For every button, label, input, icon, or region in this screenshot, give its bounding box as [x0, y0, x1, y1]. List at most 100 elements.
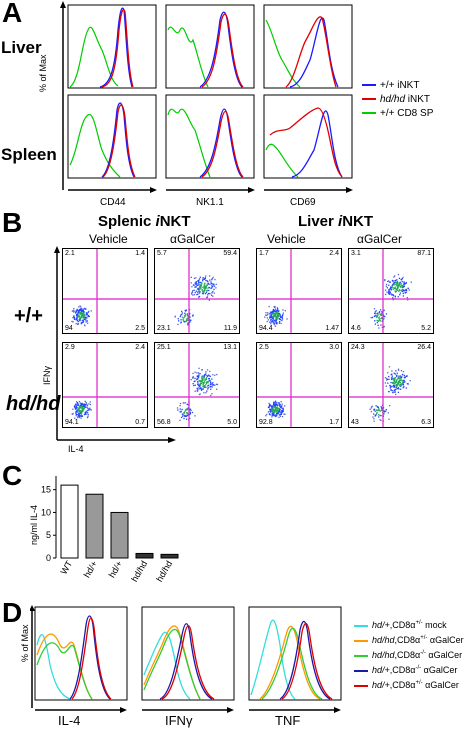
legend-item: hd/+,CD8α-/- αGalCer [354, 665, 457, 675]
hist-liver-cd44 [67, 4, 157, 89]
panel-b-xaxis [57, 437, 176, 443]
quadrant-value: 87.1 [417, 250, 431, 257]
axis-label-tnf: TNF [275, 713, 301, 728]
bar [60, 484, 79, 559]
hist-spleen-cd69 [263, 94, 353, 179]
hist-liver-cd69 [263, 4, 353, 89]
legend-genotype: hd/+ [372, 665, 390, 675]
hist-spleen-cd44 [67, 94, 157, 179]
facs-plot: 24.3 26.4 43 6.3 [348, 342, 434, 428]
facs-dots [257, 249, 341, 333]
facs-plot: 2.9 2.4 94.1 0.7 [62, 342, 148, 428]
legend-text: ,CD8α [389, 665, 416, 675]
legend-swatch-green [362, 112, 376, 115]
hist-ifng [141, 606, 235, 701]
condition-label: Vehicle [89, 232, 128, 246]
quadrant-value: 2.4 [135, 344, 145, 351]
panel-d-ylabel: % of Max [20, 624, 30, 662]
legend-swatch [354, 639, 368, 642]
legend-superscript: -/- [415, 665, 422, 671]
facs-plot: 1.7 2.4 94.4 1.47 [256, 248, 342, 334]
quadrant-value: 1.4 [135, 250, 145, 257]
panel-c-letter: C [2, 460, 23, 491]
legend-swatch [354, 669, 368, 672]
title-part: Liver [298, 213, 339, 230]
panel-d-letter: D [2, 597, 23, 628]
quadrant-value: 5.0 [227, 419, 237, 426]
legend-item: hd/+,CD8α+/- αGalCer [354, 680, 459, 690]
quadrant-value: 92.8 [259, 419, 273, 426]
panel-b-xlabel: IL-4 [68, 444, 84, 454]
panel-b-axes [54, 246, 60, 440]
legend-text: αGalCer [422, 680, 459, 690]
legend-text: mock [422, 620, 447, 630]
hist-tnf [248, 606, 342, 701]
quadrant-value: 2.5 [135, 325, 145, 332]
quadrant-value: 59.4 [223, 250, 237, 257]
x-tick-label: hd/hd [129, 559, 149, 584]
title-part: i [155, 213, 160, 230]
axis-label-nk11: NK1.1 [196, 197, 224, 208]
legend-superscript: +/- [415, 680, 423, 686]
quadrant-value: 26.4 [417, 344, 431, 351]
quadrant-value: 2.1 [65, 250, 75, 257]
quadrant-value: 13.1 [223, 344, 237, 351]
legend-superscript: -/- [420, 650, 426, 656]
axis-label-cd44: CD44 [100, 197, 126, 208]
quadrant-value: 5.7 [157, 250, 167, 257]
y-tick-label: 15 [41, 485, 51, 495]
legend-genotype: hd/hd [372, 650, 395, 660]
legend-text: αGalCer [427, 635, 464, 645]
bar [135, 552, 154, 559]
legend-text: ,CD8α [389, 620, 416, 630]
quadrant-value: 94.4 [259, 325, 273, 332]
panel-b-letter: B [2, 207, 23, 238]
legend-swatch [354, 684, 368, 687]
genotype-label-wt: +/+ [14, 305, 43, 327]
legend-item: hd/hd iNKT [362, 94, 430, 105]
row-label-spleen: Spleen [1, 145, 57, 164]
legend-text: αGalCer [421, 665, 458, 675]
x-tick-label: hd/+ [82, 559, 100, 579]
quadrant-value: 1.47 [325, 325, 339, 332]
legend-text: ,CD8α [389, 680, 416, 690]
legend-item: hd/hd,CD8α-/- αGalCer [354, 650, 462, 660]
quadrant-value: 3.1 [351, 250, 361, 257]
group-title-liver: Liver iNKT [298, 213, 373, 230]
axis-label-cd69: CD69 [290, 197, 316, 208]
panel-a-ylabel: % of Max [38, 54, 48, 92]
facs-dots [155, 343, 239, 427]
legend-text: αGalCer [425, 650, 463, 660]
quadrant-value: 56.8 [157, 419, 171, 426]
quadrant-value: 5.2 [421, 325, 431, 332]
quadrant-value: 1.7 [329, 419, 339, 426]
facs-dots [63, 249, 147, 333]
legend-genotype: hd/+ [372, 620, 390, 630]
quadrant-value: 11.9 [223, 325, 237, 332]
title-part: i [338, 213, 343, 230]
hist-spleen-nk11 [165, 94, 255, 179]
legend-item: hd/+,CD8α+/- mock [354, 620, 447, 630]
legend-swatch [354, 654, 368, 657]
facs-dots [349, 249, 433, 333]
condition-label: αGalCer [357, 232, 402, 246]
legend-swatch-red [362, 98, 376, 101]
legend-superscript: +/- [420, 635, 428, 641]
facs-plot: 3.1 87.1 4.6 5.2 [348, 248, 434, 334]
legend-genotype: hd/+ [372, 680, 390, 690]
genotype-label-hdhd: hd/hd [6, 393, 61, 415]
legend-item: +/+ CD8 SP [362, 108, 433, 119]
quadrant-value: 43 [351, 419, 359, 426]
panel-d-legend: hd/+,CD8α+/- mock hd/hd,CD8α+/- αGalCer hd… [354, 620, 472, 700]
legend-genotype: hd/hd [380, 94, 406, 105]
panel-d-histograms [30, 605, 342, 713]
facs-plot: 2.5 3.0 92.8 1.7 [256, 342, 342, 428]
legend-text: +/+ iNKT [380, 80, 420, 91]
condition-label: αGalCer [170, 232, 215, 246]
hist-liver-nk11 [165, 4, 255, 89]
quadrant-value: 25.1 [157, 344, 171, 351]
legend-swatch-blue [362, 84, 376, 87]
axis-label-ifng: IFNγ [165, 713, 193, 728]
legend-swatch [354, 624, 368, 627]
